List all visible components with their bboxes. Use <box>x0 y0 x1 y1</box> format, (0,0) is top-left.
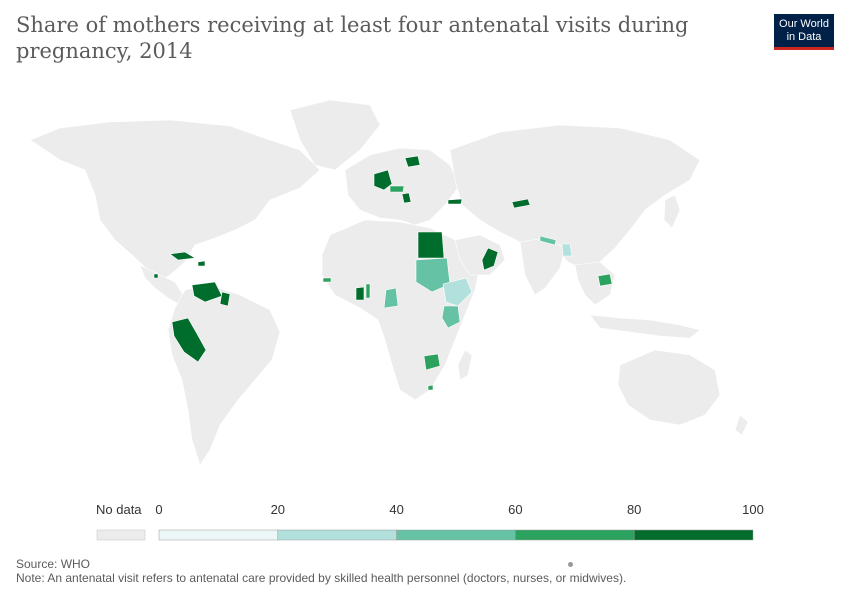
region-indonesia[interactable] <box>589 314 701 339</box>
region-peru[interactable] <box>171 317 207 363</box>
region-belize[interactable] <box>153 273 159 279</box>
legend-tick-0: 0 <box>155 502 162 517</box>
region-egypt[interactable] <box>417 231 445 259</box>
timeline-dot[interactable] <box>568 562 573 567</box>
region-togo[interactable] <box>365 283 371 299</box>
region-ethiopia[interactable] <box>442 277 473 307</box>
legend-no-data-label: No data <box>96 502 142 517</box>
region-madagascar[interactable] <box>457 349 473 381</box>
logo-line-2: in Data <box>786 31 822 43</box>
region-cuba[interactable] <box>169 251 196 261</box>
color-legend: No data 0 20 40 60 80 100 <box>96 502 764 541</box>
legend-tick-20: 20 <box>271 502 285 517</box>
footer: Source: WHO Note: An antenatal visit ref… <box>16 557 626 585</box>
note-text: Note: An antenatal visit refers to anten… <box>16 571 627 585</box>
region-austria[interactable] <box>389 185 405 193</box>
legend-bin-3[interactable] <box>515 529 635 541</box>
region-oman[interactable] <box>481 247 499 271</box>
region-serbia[interactable] <box>401 192 412 204</box>
region-kyrgyzstan[interactable] <box>511 198 531 209</box>
region-gambia[interactable] <box>322 277 332 283</box>
region-asia[interactable] <box>449 124 701 271</box>
legend-tick-100: 100 <box>742 502 764 517</box>
region-ghana[interactable] <box>355 286 365 301</box>
legend-bin-1[interactable] <box>277 529 397 541</box>
region-nepal[interactable] <box>539 235 557 246</box>
legend-bin-4[interactable] <box>633 529 754 541</box>
region-new-zealand[interactable] <box>734 414 749 436</box>
region-australia[interactable] <box>617 349 721 426</box>
region-north-america[interactable] <box>29 119 321 283</box>
region-south-america[interactable] <box>167 284 281 466</box>
region-cameroon[interactable] <box>383 287 399 309</box>
region-greenland[interactable] <box>289 99 381 171</box>
region-georgia[interactable] <box>447 198 463 205</box>
legend-bin-2[interactable] <box>396 529 516 541</box>
legend-tick-40: 40 <box>389 502 403 517</box>
region-kenya[interactable] <box>441 305 461 329</box>
source-text: Source: WHO <box>16 557 91 571</box>
region-guyana[interactable] <box>219 291 231 307</box>
legend-tick-60: 60 <box>508 502 522 517</box>
region-cambodia[interactable] <box>597 273 613 287</box>
logo-accent-bar <box>774 47 834 50</box>
legend-tick-80: 80 <box>627 502 641 517</box>
world-map[interactable] <box>0 70 850 490</box>
region-dominican-republic[interactable] <box>197 260 206 267</box>
region-swaziland[interactable] <box>427 384 434 391</box>
region-venezuela[interactable] <box>191 281 223 303</box>
logo-line-1: Our World <box>779 18 829 30</box>
region-poland[interactable] <box>404 155 421 168</box>
region-germany[interactable] <box>373 169 393 191</box>
region-bangladesh[interactable] <box>561 243 573 257</box>
region-india[interactable] <box>519 237 566 296</box>
legend-bin-0[interactable] <box>158 529 279 541</box>
region-sudan[interactable] <box>415 257 451 293</box>
region-zimbabwe[interactable] <box>423 353 441 371</box>
chart-title: Share of mothers receiving at least four… <box>16 13 689 63</box>
region-japan[interactable] <box>663 194 681 229</box>
owid-logo[interactable]: Our World in Data <box>774 14 834 50</box>
region-southeast-asia[interactable] <box>574 261 616 306</box>
legend-no-data-swatch[interactable] <box>96 529 146 541</box>
